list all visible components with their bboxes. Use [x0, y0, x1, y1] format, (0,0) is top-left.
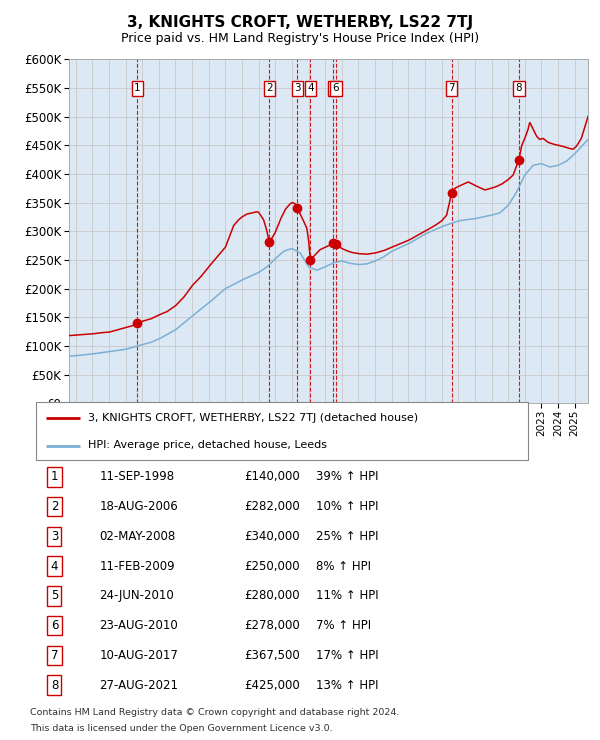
- Text: 1: 1: [134, 84, 140, 93]
- Text: 4: 4: [51, 559, 58, 573]
- FancyBboxPatch shape: [36, 402, 528, 460]
- Text: 18-AUG-2006: 18-AUG-2006: [100, 500, 178, 513]
- Text: 3, KNIGHTS CROFT, WETHERBY, LS22 7TJ: 3, KNIGHTS CROFT, WETHERBY, LS22 7TJ: [127, 15, 473, 30]
- Text: £340,000: £340,000: [244, 530, 300, 543]
- Text: 17% ↑ HPI: 17% ↑ HPI: [316, 649, 379, 662]
- Text: 1: 1: [51, 471, 58, 483]
- Text: 3: 3: [294, 84, 301, 93]
- Text: £367,500: £367,500: [244, 649, 300, 662]
- Text: 6: 6: [332, 84, 339, 93]
- Text: 4: 4: [307, 84, 314, 93]
- Text: 25% ↑ HPI: 25% ↑ HPI: [316, 530, 379, 543]
- Text: 8: 8: [515, 84, 522, 93]
- Text: £425,000: £425,000: [244, 679, 300, 692]
- Text: 11-SEP-1998: 11-SEP-1998: [100, 471, 175, 483]
- Text: 2: 2: [266, 84, 272, 93]
- Text: 3: 3: [51, 530, 58, 543]
- Text: This data is licensed under the Open Government Licence v3.0.: This data is licensed under the Open Gov…: [30, 724, 332, 733]
- Text: 3, KNIGHTS CROFT, WETHERBY, LS22 7TJ (detached house): 3, KNIGHTS CROFT, WETHERBY, LS22 7TJ (de…: [88, 413, 418, 423]
- Text: Contains HM Land Registry data © Crown copyright and database right 2024.: Contains HM Land Registry data © Crown c…: [30, 708, 400, 717]
- Text: 7: 7: [51, 649, 58, 662]
- Text: £140,000: £140,000: [244, 471, 300, 483]
- Text: £278,000: £278,000: [244, 619, 300, 632]
- Text: 2: 2: [51, 500, 58, 513]
- Text: 7% ↑ HPI: 7% ↑ HPI: [316, 619, 371, 632]
- Text: Price paid vs. HM Land Registry's House Price Index (HPI): Price paid vs. HM Land Registry's House …: [121, 32, 479, 45]
- Text: 8% ↑ HPI: 8% ↑ HPI: [316, 559, 371, 573]
- Text: 10-AUG-2017: 10-AUG-2017: [100, 649, 178, 662]
- Text: HPI: Average price, detached house, Leeds: HPI: Average price, detached house, Leed…: [88, 440, 326, 451]
- Text: 11-FEB-2009: 11-FEB-2009: [100, 559, 175, 573]
- Text: 11% ↑ HPI: 11% ↑ HPI: [316, 589, 379, 602]
- Text: 02-MAY-2008: 02-MAY-2008: [100, 530, 176, 543]
- Text: 39% ↑ HPI: 39% ↑ HPI: [316, 471, 379, 483]
- Text: 7: 7: [448, 84, 455, 93]
- Text: 5: 5: [51, 589, 58, 602]
- Text: 5: 5: [330, 84, 337, 93]
- Text: 6: 6: [51, 619, 58, 632]
- Text: 23-AUG-2010: 23-AUG-2010: [100, 619, 178, 632]
- Text: £282,000: £282,000: [244, 500, 300, 513]
- Text: 13% ↑ HPI: 13% ↑ HPI: [316, 679, 379, 692]
- Text: 24-JUN-2010: 24-JUN-2010: [100, 589, 174, 602]
- Text: £250,000: £250,000: [244, 559, 300, 573]
- Text: 27-AUG-2021: 27-AUG-2021: [100, 679, 178, 692]
- Text: 8: 8: [51, 679, 58, 692]
- Text: £280,000: £280,000: [244, 589, 300, 602]
- Text: 10% ↑ HPI: 10% ↑ HPI: [316, 500, 379, 513]
